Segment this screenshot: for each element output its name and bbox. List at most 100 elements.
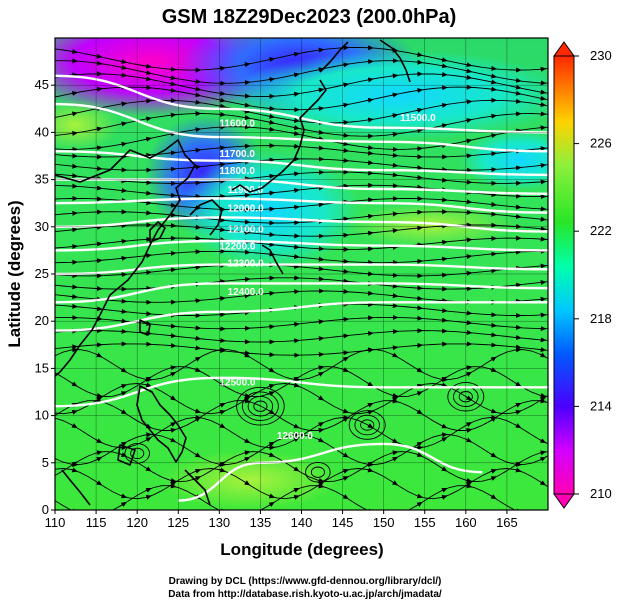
wind-arrow	[317, 67, 325, 73]
wind-arrow	[416, 295, 424, 301]
contour-label: 11700.0	[219, 149, 255, 160]
wind-arrow	[120, 452, 128, 457]
wind-arrow	[342, 102, 350, 108]
wind-arrow	[317, 365, 325, 371]
wind-arrow	[145, 63, 152, 69]
wind-arrow	[342, 141, 350, 147]
wind-arrow	[169, 437, 177, 443]
x-tick-label: 165	[496, 515, 518, 530]
wind-arrow	[169, 365, 177, 371]
wind-arrow	[95, 480, 103, 486]
wind-arrow	[96, 450, 103, 456]
wind-arrow	[293, 130, 300, 136]
wind-arrow	[367, 77, 374, 83]
wind-arrow	[194, 86, 202, 92]
wind-arrow	[539, 392, 547, 398]
wind-arrow	[71, 111, 78, 117]
wind-arrow	[367, 145, 374, 151]
wind-arrow	[95, 396, 103, 402]
wind-arrow	[120, 121, 128, 127]
wind-arrow	[514, 467, 522, 473]
wind-arrow	[317, 136, 325, 142]
wind-arrow	[268, 126, 276, 132]
colorbar-top-cap	[553, 41, 575, 57]
wind-arrow	[145, 382, 152, 388]
wind-arrow	[317, 427, 325, 433]
wind-arrow	[515, 90, 522, 96]
wind-arrow	[120, 58, 128, 64]
contour-label: 11800.0	[219, 166, 255, 177]
wind-arrow	[391, 480, 399, 486]
wind-arrow	[490, 201, 498, 207]
wind-arrow	[465, 138, 473, 144]
wind-arrow	[465, 118, 473, 123]
wind-arrow	[490, 416, 497, 423]
wind-arrow	[293, 187, 300, 193]
wind-arrow	[243, 115, 251, 121]
wind-arrow	[515, 77, 522, 83]
wind-arrow	[416, 391, 423, 396]
wind-arrow	[391, 352, 399, 358]
colorbar-tick-label: 222	[590, 223, 612, 238]
wind-arrow	[490, 332, 498, 338]
wind-arrow	[490, 476, 497, 481]
contour-line-11600	[55, 102, 548, 153]
wind-arrow	[71, 130, 78, 136]
wind-arrow	[465, 74, 473, 80]
wind-arrow	[169, 395, 177, 401]
wind-arrow	[219, 97, 226, 103]
wind-arrow	[96, 392, 103, 398]
wind-arrow	[367, 213, 374, 219]
wind-arrow	[243, 102, 251, 108]
x-tick-label: 150	[373, 515, 395, 530]
y-tick-label: 0	[42, 502, 49, 517]
wind-arrow	[95, 438, 103, 444]
y-tick-label: 10	[35, 408, 49, 423]
wind-arrow	[317, 395, 325, 401]
wind-arrow	[293, 51, 300, 57]
wind-arrow	[540, 515, 544, 516]
wind-arrow	[416, 107, 424, 113]
wind-arrow	[243, 450, 251, 456]
wind-arrow	[268, 493, 276, 499]
wind-arrow	[539, 456, 547, 462]
wind-arrow	[71, 381, 78, 387]
wind-arrow	[440, 466, 448, 472]
x-axis-label: Longitude (degrees)	[220, 540, 383, 559]
wind-arrow	[145, 487, 152, 493]
wind-arrow	[169, 75, 177, 81]
wind-arrow	[293, 72, 300, 78]
wind-arrow	[219, 227, 226, 233]
wind-arrow	[342, 452, 349, 458]
wind-arrow	[293, 466, 300, 472]
contour-line-12200	[55, 263, 548, 276]
wind-arrow	[539, 347, 547, 353]
wind-arrow	[194, 356, 201, 362]
wind-arrow	[490, 65, 498, 71]
wind-arrow	[96, 145, 103, 151]
contour-label: 11500.0	[400, 113, 436, 124]
wind-arrow	[515, 84, 522, 90]
wind-arrow	[120, 64, 128, 70]
wind-arrow	[96, 86, 103, 92]
wind-arrow	[145, 437, 152, 443]
wind-arrow	[96, 306, 103, 312]
wind-arrow	[194, 452, 201, 458]
wind-arrow	[243, 438, 251, 444]
wind-arrow	[96, 126, 103, 132]
contour-line-11900	[55, 197, 548, 214]
wind-arrow	[71, 227, 79, 233]
wind-arrow	[194, 127, 202, 133]
x-tick-label: 135	[250, 515, 272, 530]
wind-arrow	[268, 501, 275, 507]
wind-arrow	[317, 477, 325, 483]
wind-arrow	[268, 452, 276, 457]
wind-arrow	[416, 367, 423, 373]
wind-arrow	[441, 382, 448, 388]
y-tick-label: 45	[35, 77, 49, 92]
credit-line-dcl: Drawing by DCL (https://www.gfd-dennou.o…	[169, 576, 442, 587]
wind-arrow	[391, 131, 399, 137]
x-tick-label: 130	[208, 515, 230, 530]
wind-arrow	[514, 402, 522, 408]
wind-arrow	[120, 141, 128, 147]
